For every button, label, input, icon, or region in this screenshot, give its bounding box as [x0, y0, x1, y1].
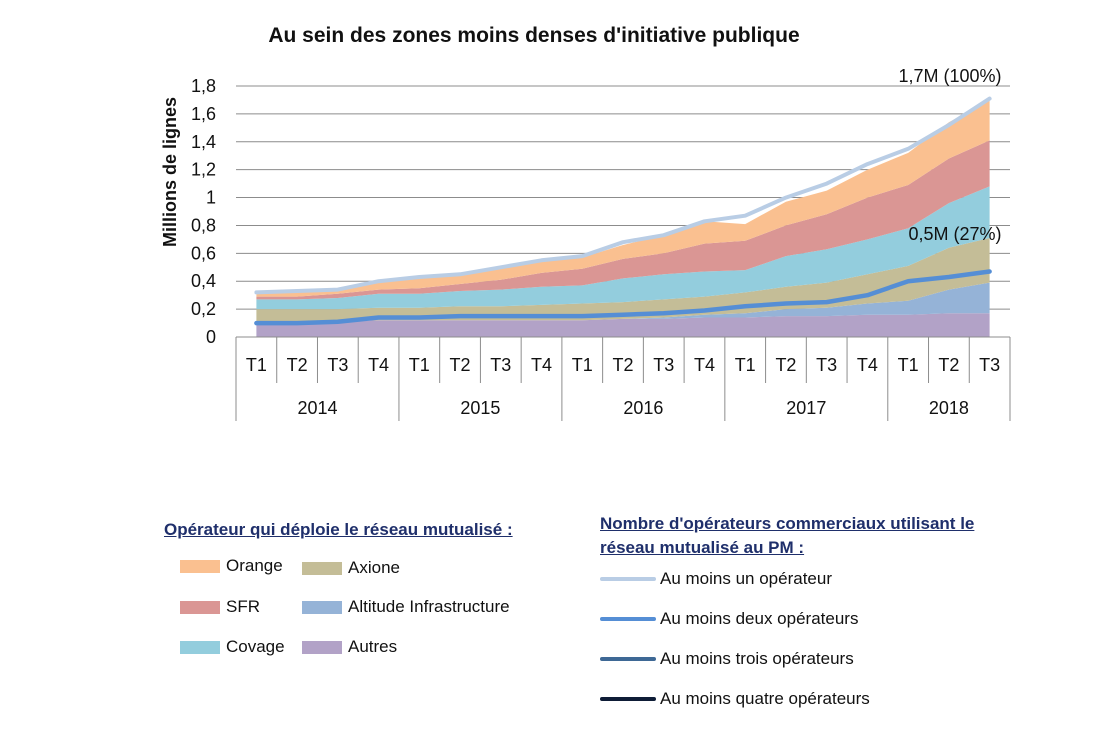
legend-item-four-operators: Au moins quatre opérateurs	[600, 689, 870, 709]
area-orange	[256, 99, 990, 297]
legend-deployer: Opérateur qui déploie le réseau mutualis…	[164, 518, 584, 668]
legend-deployer-heading: Opérateur qui déploie le réseau mutualis…	[164, 520, 513, 539]
y-axis-label: Millions de lignes	[160, 97, 180, 247]
legend-operators-heading: Nombre d'opérateurs commerciaux utilisan…	[600, 514, 975, 557]
quarter-tick-label: T2	[938, 355, 959, 375]
swatch-sfr	[180, 600, 220, 614]
swatch-altitude	[302, 600, 342, 614]
swatch-orange	[180, 559, 220, 573]
quarter-tick-label: T3	[327, 355, 348, 375]
legend-label: Covage	[226, 637, 285, 656]
legend-label: Autres	[348, 637, 398, 656]
quarter-tick-label: T4	[694, 355, 715, 375]
line-swatch-two	[600, 617, 656, 621]
legend-item-orange: Orange	[180, 556, 283, 576]
y-tick-label: 1,6	[191, 104, 216, 124]
legend-label: Axione	[348, 558, 400, 577]
swatch-covage	[180, 640, 220, 654]
legend-operators: Nombre d'opérateurs commerciaux utilisan…	[600, 512, 1040, 717]
stacked-areas	[256, 99, 990, 337]
quarter-tick-label: T1	[246, 355, 267, 375]
swatch-axione	[302, 561, 342, 575]
annotation-two-operators: 0,5M (27%)	[908, 224, 1001, 244]
line-swatch-one	[600, 577, 656, 581]
axes: T1 T2 T3 T4 T1 T2 T3 T4 T1 T2 T3 T4 T1 T2 T3 T4 T1 T2 T3 20…	[235, 336, 1011, 421]
quarter-tick-label: T2	[612, 355, 633, 375]
quarter-tick-label: T1	[898, 355, 919, 375]
quarter-tick-label: T4	[368, 355, 389, 375]
legend-item-altitude: Altitude Infrastructure	[302, 597, 510, 617]
quarter-tick-label: T3	[653, 355, 674, 375]
legend-item-one-operator: Au moins un opérateur	[600, 569, 832, 589]
legend-label: Au moins deux opérateurs	[660, 609, 859, 628]
year-tick-label: 2015	[460, 398, 500, 418]
y-tick-label: 0,2	[191, 299, 216, 319]
y-tick-label: 0,4	[191, 271, 216, 291]
quarter-tick-label: T1	[572, 355, 593, 375]
legend-label: Au moins un opérateur	[660, 569, 832, 588]
line-au-moins-deux-operateurs	[254, 269, 992, 326]
line-swatch-four	[600, 697, 656, 701]
legend-label: Au moins trois opérateurs	[660, 649, 854, 668]
year-tick-label: 2017	[786, 398, 826, 418]
chart-title: Au sein des zones moins denses d'initiat…	[268, 24, 799, 47]
year-tick-label: 2016	[623, 398, 663, 418]
y-tick-label: 0,6	[191, 243, 216, 263]
line-swatch-three	[600, 657, 656, 661]
quarter-tick-label: T2	[450, 355, 471, 375]
y-tick-label: 1	[206, 188, 216, 208]
legend-item-two-operators: Au moins deux opérateurs	[600, 609, 858, 629]
y-tick-label: 1,4	[191, 132, 216, 152]
legend-item-autres: Autres	[302, 637, 397, 657]
y-tick-label: 0,8	[191, 215, 216, 235]
year-tick-label: 2018	[929, 398, 969, 418]
quarter-tick-label: T1	[735, 355, 756, 375]
area-sfr	[256, 140, 990, 300]
quarter-tick-label: T1	[409, 355, 430, 375]
y-tick-label: 1,8	[191, 76, 216, 96]
quarter-tick-label: T2	[287, 355, 308, 375]
area-altitude-infrastructure	[256, 282, 990, 322]
area-autres	[256, 313, 990, 337]
annotation-total: 1,7M (100%)	[898, 66, 1001, 86]
line-au-moins-un-operateur	[254, 96, 992, 295]
series-lines	[254, 96, 992, 326]
y-tick-label: 1,2	[191, 160, 216, 180]
legend-item-three-operators: Au moins trois opérateurs	[600, 649, 854, 669]
y-tick-label: 0	[206, 327, 216, 347]
swatch-autres	[302, 640, 342, 654]
year-tick-label: 2014	[297, 398, 337, 418]
quarter-tick-label: T3	[490, 355, 511, 375]
legend-label: SFR	[226, 597, 260, 616]
area-covage	[256, 186, 990, 310]
legend-item-covage: Covage	[180, 637, 285, 657]
quarter-tick-label: T3	[979, 355, 1000, 375]
quarter-tick-label: T3	[816, 355, 837, 375]
legend-item-sfr: SFR	[180, 597, 260, 617]
quarter-tick-label: T4	[857, 355, 878, 375]
quarter-tick-label: T2	[775, 355, 796, 375]
legend-label: Orange	[226, 556, 283, 575]
quarter-tick-label: T4	[531, 355, 552, 375]
legend-label: Altitude Infrastructure	[348, 597, 510, 616]
legend-label: Au moins quatre opérateurs	[660, 689, 870, 708]
legend-item-axione: Axione	[302, 558, 400, 578]
